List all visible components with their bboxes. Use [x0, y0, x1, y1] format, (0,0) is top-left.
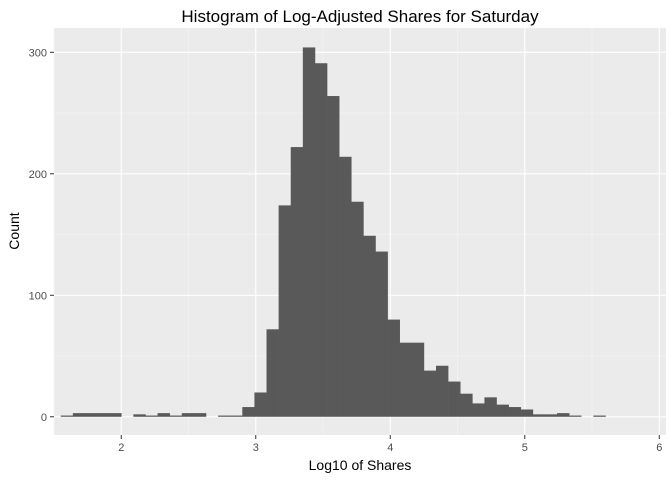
histogram-bar — [363, 235, 376, 417]
y-axis-ticks: 0 100 200 300 — [29, 47, 54, 424]
histogram-bar — [532, 414, 546, 417]
x-axis-title: Log10 of Shares — [309, 457, 412, 473]
histogram-bar — [60, 415, 74, 417]
x-tick-label: 6 — [656, 442, 662, 454]
histogram-bar — [314, 63, 328, 417]
y-tick-label: 0 — [41, 412, 47, 424]
histogram-bar — [508, 407, 522, 417]
histogram-bar — [496, 404, 509, 417]
histogram-bar — [145, 415, 158, 417]
histogram-bar — [387, 319, 400, 417]
histogram-bar — [375, 251, 388, 417]
histogram-bar — [302, 47, 316, 417]
histogram-bar — [133, 414, 146, 417]
histogram-bar — [351, 201, 364, 417]
histogram-bar — [399, 342, 413, 417]
x-tick-label: 2 — [118, 442, 124, 454]
histogram-bar — [84, 413, 98, 417]
x-tick-label: 5 — [522, 442, 528, 454]
histogram-bar — [460, 393, 473, 417]
histogram-bar — [169, 415, 183, 417]
x-tick-label: 4 — [387, 442, 393, 454]
histogram-bar — [484, 397, 497, 417]
histogram-bar — [266, 329, 279, 417]
histogram-bar — [181, 413, 195, 417]
histogram-bar — [593, 415, 606, 417]
histogram-bar — [290, 147, 304, 417]
histogram-bar — [472, 403, 485, 417]
histogram-bar — [242, 407, 255, 417]
bars — [60, 47, 606, 417]
histogram-bar — [423, 370, 437, 417]
histogram-bar — [193, 413, 207, 417]
histogram-bar — [327, 96, 340, 417]
histogram-bar — [278, 205, 292, 417]
histogram-bar — [569, 415, 582, 417]
histogram-bar — [411, 342, 425, 417]
histogram-bar — [109, 413, 122, 417]
histogram-bar — [97, 413, 110, 417]
y-axis-title: Count — [6, 212, 22, 249]
histogram-bar — [520, 409, 534, 417]
histogram-bar — [72, 413, 86, 417]
chart-title: Histogram of Log-Adjusted Shares for Sat… — [181, 7, 539, 26]
histogram-bar — [544, 414, 558, 417]
histogram-bar — [157, 413, 170, 417]
x-tick-label: 3 — [253, 442, 259, 454]
histogram-bar — [435, 365, 449, 417]
y-tick-label: 200 — [29, 169, 47, 181]
histogram-bar — [254, 392, 267, 417]
histogram-bar — [339, 156, 352, 417]
y-tick-label: 100 — [29, 290, 47, 302]
histogram-bar — [557, 413, 570, 417]
y-tick-label: 300 — [29, 47, 47, 59]
histogram-bar — [218, 415, 231, 417]
histogram-bar — [448, 381, 461, 417]
x-axis-ticks: 2 3 4 5 6 — [118, 435, 662, 454]
histogram-bar — [230, 415, 243, 417]
